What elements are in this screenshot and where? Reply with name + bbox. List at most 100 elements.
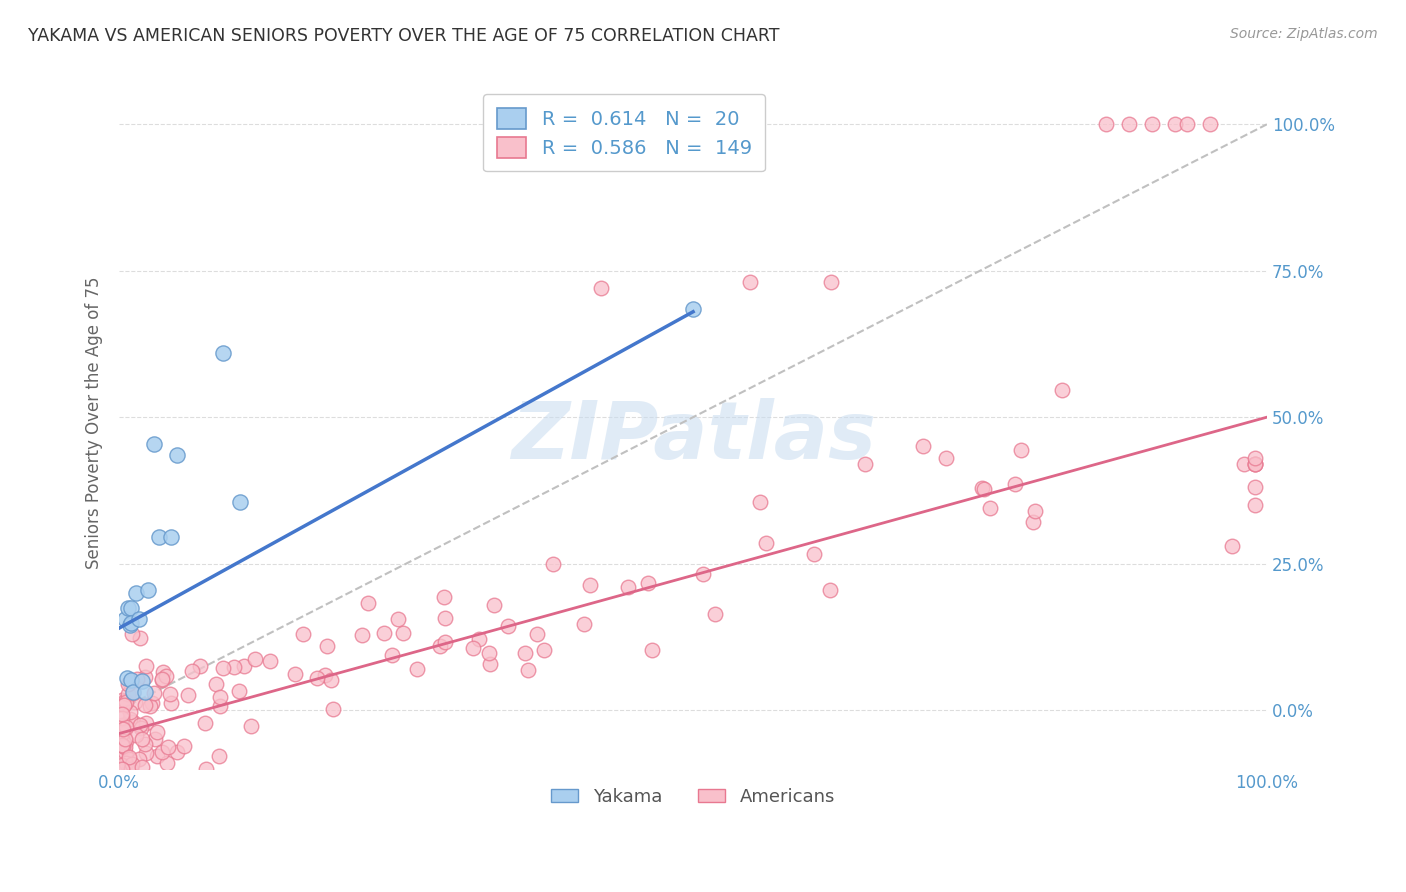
Point	[188, 658, 211, 673]
Point	[541, 557, 564, 571]
Point	[120, 616, 142, 631]
Point	[307, 671, 329, 685]
Point	[224, 660, 246, 674]
Point	[134, 685, 156, 699]
Point	[692, 566, 714, 581]
Text: ZIPatlas: ZIPatlas	[510, 398, 876, 475]
Point	[1244, 451, 1267, 466]
Point	[1004, 476, 1026, 491]
Point	[146, 749, 169, 764]
Point	[118, 762, 141, 776]
Point	[139, 699, 162, 714]
Point	[112, 698, 135, 713]
Point	[194, 715, 217, 730]
Point	[117, 688, 139, 702]
Point	[111, 723, 134, 737]
Point	[125, 728, 148, 742]
Point	[1244, 457, 1267, 471]
Point	[121, 715, 143, 730]
Point	[392, 626, 415, 640]
Point	[131, 760, 153, 774]
Point	[112, 762, 135, 776]
Point	[406, 662, 429, 676]
Point	[135, 746, 157, 760]
Point	[820, 276, 842, 290]
Point	[853, 457, 876, 471]
Point	[111, 757, 134, 772]
Point	[533, 643, 555, 657]
Point	[973, 483, 995, 497]
Point	[181, 664, 204, 678]
Point	[120, 762, 142, 776]
Point	[143, 686, 166, 700]
Point	[350, 628, 373, 642]
Y-axis label: Seniors Poverty Over the Age of 75: Seniors Poverty Over the Age of 75	[86, 277, 103, 569]
Point	[121, 674, 143, 689]
Point	[381, 648, 404, 662]
Point	[803, 547, 825, 561]
Point	[972, 481, 994, 495]
Point	[115, 733, 138, 747]
Point	[159, 687, 181, 701]
Point	[434, 610, 457, 624]
Point	[131, 673, 153, 688]
Point	[1164, 117, 1187, 131]
Point	[121, 627, 143, 641]
Point	[125, 673, 148, 687]
Point	[477, 646, 499, 660]
Point	[122, 685, 145, 699]
Point	[156, 740, 179, 755]
Point	[484, 598, 506, 612]
Point	[319, 673, 342, 687]
Point	[118, 752, 141, 766]
Point	[315, 639, 337, 653]
Point	[229, 495, 252, 509]
Point	[118, 675, 141, 690]
Point	[617, 580, 640, 594]
Point	[131, 731, 153, 746]
Point	[150, 673, 173, 687]
Point	[110, 725, 132, 739]
Point	[291, 627, 314, 641]
Point	[134, 670, 156, 684]
Point	[740, 276, 762, 290]
Point	[110, 720, 132, 734]
Point	[129, 718, 152, 732]
Point	[118, 750, 141, 764]
Point	[1244, 457, 1267, 471]
Point	[143, 731, 166, 746]
Point	[120, 673, 142, 687]
Point	[243, 652, 266, 666]
Text: YAKAMA VS AMERICAN SENIORS POVERTY OVER THE AGE OF 75 CORRELATION CHART: YAKAMA VS AMERICAN SENIORS POVERTY OVER …	[28, 27, 779, 45]
Point	[114, 732, 136, 747]
Point	[284, 667, 307, 681]
Point	[209, 690, 232, 705]
Point	[150, 745, 173, 759]
Point	[110, 762, 132, 776]
Point	[110, 739, 132, 753]
Point	[135, 659, 157, 673]
Point	[820, 583, 842, 598]
Point	[145, 724, 167, 739]
Point	[141, 696, 163, 710]
Point	[373, 626, 395, 640]
Point	[1244, 457, 1267, 471]
Point	[479, 657, 502, 671]
Point	[114, 720, 136, 734]
Point	[429, 640, 451, 654]
Point	[755, 535, 778, 549]
Point	[205, 677, 228, 691]
Point	[111, 718, 134, 732]
Point	[120, 600, 142, 615]
Point	[513, 646, 536, 660]
Point	[703, 607, 725, 621]
Point	[749, 495, 772, 509]
Point	[155, 669, 177, 683]
Point	[526, 627, 548, 641]
Point	[129, 721, 152, 735]
Point	[177, 688, 200, 702]
Point	[1010, 443, 1032, 458]
Point	[136, 582, 159, 597]
Point	[259, 654, 281, 668]
Point	[173, 739, 195, 754]
